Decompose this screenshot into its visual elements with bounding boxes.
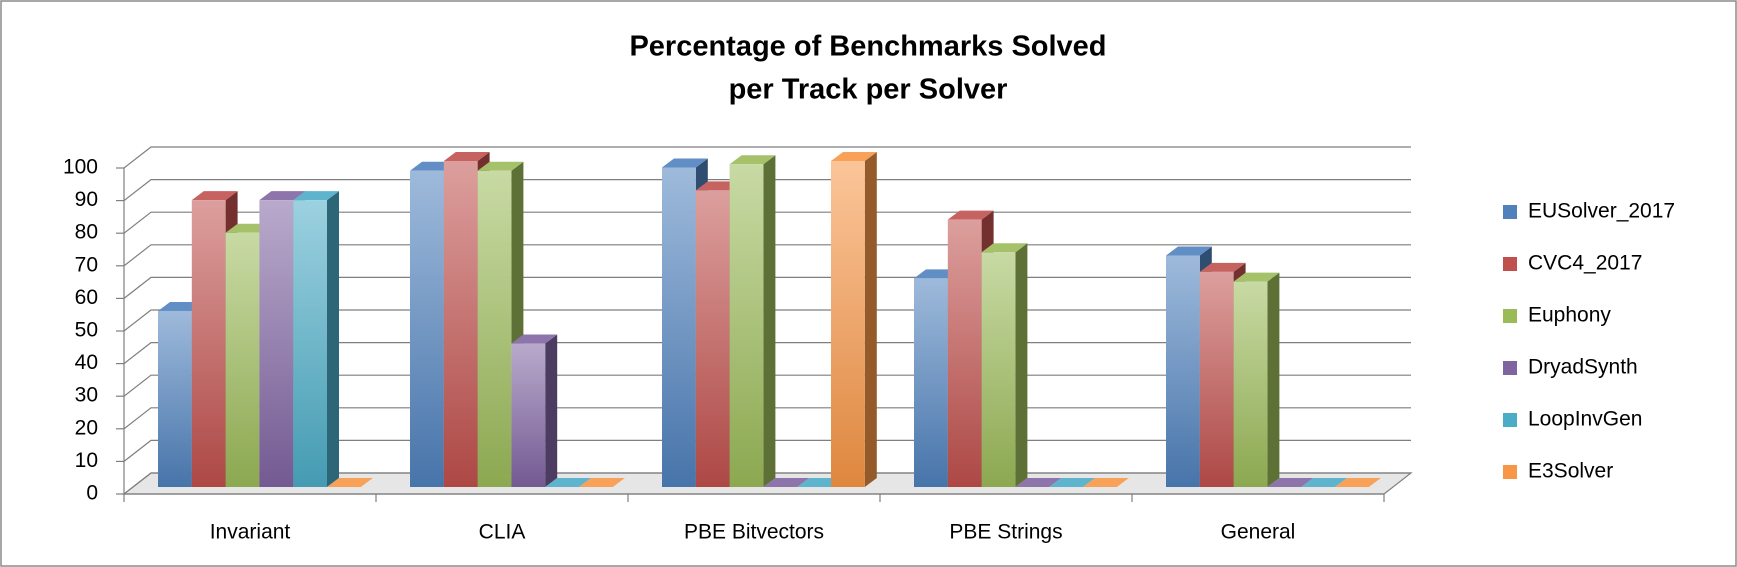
y-tick-label: 60 xyxy=(75,286,98,309)
bar-side xyxy=(327,191,339,487)
bar xyxy=(191,200,226,487)
bar-top xyxy=(1166,246,1212,256)
chart-title: Percentage of Benchmarks Solved xyxy=(629,31,1106,63)
bar xyxy=(729,164,764,487)
bar-side xyxy=(1267,272,1280,487)
y-tick-label: 70 xyxy=(75,253,98,276)
bar-top xyxy=(1015,478,1062,487)
bar-top xyxy=(662,158,708,168)
bar-top xyxy=(729,155,776,165)
bar-side xyxy=(763,155,776,487)
x-tick-label: CLIA xyxy=(479,521,526,544)
y-tick-label: 10 xyxy=(75,449,98,472)
legend-swatch xyxy=(1503,361,1517,375)
bar xyxy=(259,200,294,487)
bar xyxy=(1233,281,1268,487)
bar-top xyxy=(1267,478,1314,487)
legend-swatch xyxy=(1503,309,1517,323)
bar-side xyxy=(545,334,558,487)
bar-top xyxy=(1199,262,1246,272)
chart-title: per Track per Solver xyxy=(729,74,1008,106)
bar-top xyxy=(511,334,558,344)
bar xyxy=(1166,255,1200,487)
bar-side xyxy=(864,152,877,487)
y-tick-label: 30 xyxy=(75,384,98,407)
y-tick-label: 80 xyxy=(75,221,98,244)
legend-swatch xyxy=(1503,465,1517,479)
bar-top xyxy=(947,210,994,220)
bar xyxy=(1199,271,1234,487)
bar xyxy=(662,167,696,487)
y-tick-label: 90 xyxy=(75,188,98,211)
bar xyxy=(511,343,546,487)
bar-top xyxy=(293,191,339,201)
bar-top xyxy=(259,191,306,201)
bar xyxy=(947,219,982,487)
y-tick-label: 100 xyxy=(63,156,98,179)
bar xyxy=(293,200,327,487)
legend-label: Euphony xyxy=(1528,304,1611,327)
bar-top xyxy=(579,478,625,487)
y-tick-label: 20 xyxy=(75,416,98,439)
legend-label: EUSolver_2017 xyxy=(1528,200,1675,223)
bar xyxy=(443,161,478,487)
bar-top xyxy=(327,478,373,487)
bar xyxy=(914,278,948,487)
x-tick-label: PBE Strings xyxy=(949,521,1062,544)
bar-top xyxy=(1301,478,1347,487)
x-tick-label: Invariant xyxy=(210,521,291,544)
legend-swatch xyxy=(1503,205,1517,219)
bar xyxy=(831,161,865,487)
bar-top xyxy=(545,478,591,487)
bar-top xyxy=(477,161,524,171)
bar-side xyxy=(1015,243,1028,487)
legend-swatch xyxy=(1503,413,1517,427)
bar xyxy=(158,310,192,487)
bar xyxy=(695,190,730,487)
legend-swatch xyxy=(1503,257,1517,271)
legend-label: CVC4_2017 xyxy=(1528,252,1642,275)
bar xyxy=(225,232,260,487)
legend-label: DryadSynth xyxy=(1528,356,1638,379)
legend-label: LoopInvGen xyxy=(1528,408,1642,431)
bar-top xyxy=(1049,478,1095,487)
bar xyxy=(410,170,444,487)
bar xyxy=(477,170,512,487)
bars xyxy=(158,152,1381,487)
y-tick-label: 50 xyxy=(75,319,98,342)
bar xyxy=(981,252,1016,487)
y-tick-label: 0 xyxy=(86,482,98,505)
bar-top xyxy=(1335,478,1381,487)
bar-top xyxy=(1083,478,1129,487)
grid-line xyxy=(123,179,1411,202)
bar-top xyxy=(191,191,238,201)
bar-top xyxy=(1233,272,1280,282)
x-tick-label: General xyxy=(1221,521,1296,544)
bar-top xyxy=(981,243,1028,253)
grid-line xyxy=(123,146,1411,169)
y-tick-label: 40 xyxy=(75,351,98,374)
bar-top xyxy=(831,152,877,161)
bar-top xyxy=(443,152,490,161)
bar-top xyxy=(763,478,810,487)
legend-label: E3Solver xyxy=(1528,460,1613,483)
x-tick-label: PBE Bitvectors xyxy=(684,521,824,544)
